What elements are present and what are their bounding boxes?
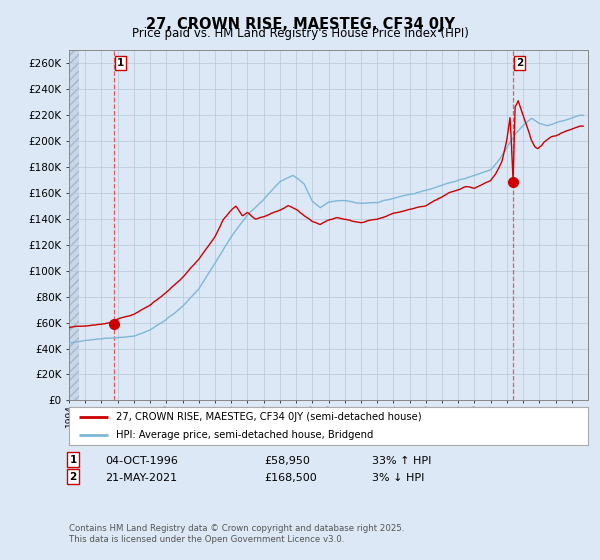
Text: 1: 1: [70, 455, 77, 465]
Text: 3% ↓ HPI: 3% ↓ HPI: [372, 473, 424, 483]
Text: Price paid vs. HM Land Registry's House Price Index (HPI): Price paid vs. HM Land Registry's House …: [131, 27, 469, 40]
Text: Contains HM Land Registry data © Crown copyright and database right 2025.
This d: Contains HM Land Registry data © Crown c…: [69, 524, 404, 544]
Text: 33% ↑ HPI: 33% ↑ HPI: [372, 456, 431, 466]
Text: £58,950: £58,950: [264, 456, 310, 466]
Text: 2: 2: [517, 58, 524, 68]
Text: 1: 1: [117, 58, 124, 68]
Text: 21-MAY-2021: 21-MAY-2021: [105, 473, 177, 483]
Text: 27, CROWN RISE, MAESTEG, CF34 0JY (semi-detached house): 27, CROWN RISE, MAESTEG, CF34 0JY (semi-…: [116, 412, 421, 422]
Text: 27, CROWN RISE, MAESTEG, CF34 0JY: 27, CROWN RISE, MAESTEG, CF34 0JY: [146, 17, 455, 32]
Text: 04-OCT-1996: 04-OCT-1996: [105, 456, 178, 466]
Text: HPI: Average price, semi-detached house, Bridgend: HPI: Average price, semi-detached house,…: [116, 430, 373, 440]
Text: 2: 2: [70, 472, 77, 482]
Text: £168,500: £168,500: [264, 473, 317, 483]
